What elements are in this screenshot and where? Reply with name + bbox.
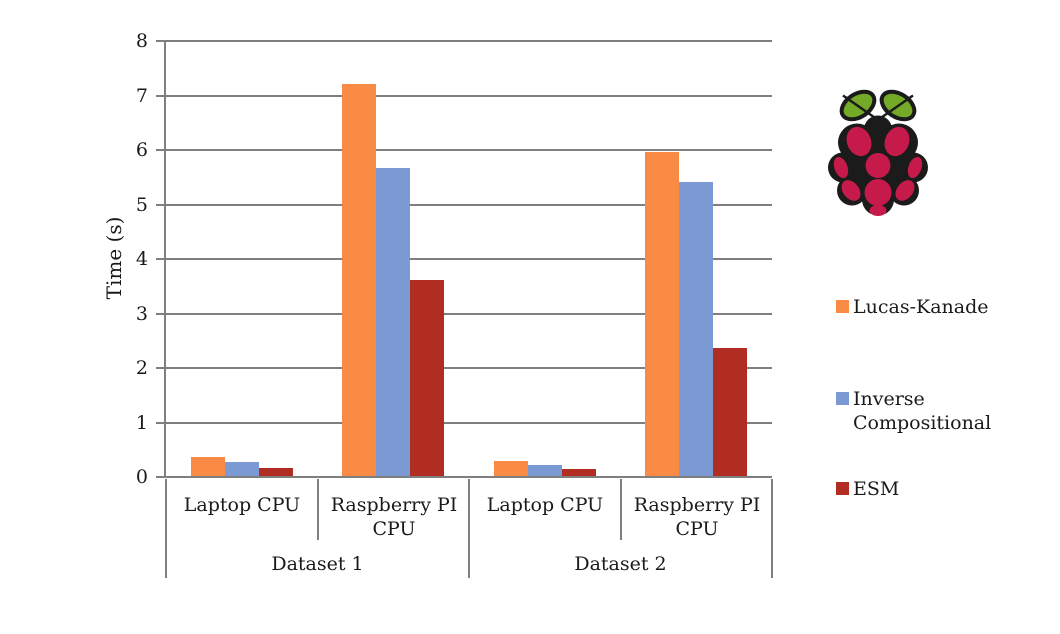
y-tick-label: 2	[135, 357, 148, 379]
legend-swatch-lucas-kanade-icon	[836, 300, 849, 313]
x-category-label: Laptop CPU	[183, 494, 301, 516]
x-category-label: Raspberry PI CPU	[330, 494, 458, 540]
group-separator	[468, 479, 470, 578]
y-tick-mark	[156, 476, 166, 478]
x-category-label: Laptop CPU	[486, 494, 604, 516]
bar-lucas-kanade-3	[494, 461, 528, 476]
group-separator	[771, 479, 773, 578]
bar-lucas-kanade-2	[342, 84, 376, 476]
y-tick-label: 3	[135, 303, 148, 325]
raspberry-pi-logo	[828, 84, 928, 220]
bar-lucas-kanade-4	[645, 152, 679, 476]
bar-inverse-compositional-1	[225, 462, 259, 476]
bar-esm-4	[713, 348, 747, 476]
raspberry-pi-logo-icon	[828, 89, 928, 216]
gridline-y4	[166, 258, 772, 260]
legend-item-lucas-kanade: Lucas-Kanade	[836, 295, 1008, 319]
logo-berry-lobes	[833, 126, 923, 216]
gridline-y5	[166, 204, 772, 206]
legend-label: Lucas-Kanade	[853, 296, 989, 318]
x-category-label: Raspberry PI CPU	[633, 494, 761, 540]
plot-area	[156, 40, 772, 478]
legend-swatch-inverse-compositional-icon	[836, 392, 849, 405]
category-separator	[620, 479, 622, 540]
gridline-y3	[166, 313, 772, 315]
bar-inverse-compositional-2	[376, 168, 410, 476]
bar-esm-3	[562, 469, 596, 476]
x-group-label: Dataset 1	[271, 553, 364, 575]
legend-item-inverse-compositional: Inverse Compositional	[836, 387, 1008, 435]
y-tick-mark	[156, 40, 166, 42]
y-tick-label: 5	[135, 194, 148, 216]
legend-swatch-esm-icon	[836, 482, 849, 495]
y-tick-label: 8	[135, 30, 148, 52]
y-tick-mark	[156, 204, 166, 206]
gridline-y0	[166, 476, 772, 478]
y-tick-mark	[156, 258, 166, 260]
gridline-y1	[166, 422, 772, 424]
y-tick-mark	[156, 149, 166, 151]
y-tick-label: 7	[135, 85, 148, 107]
y-tick-mark	[156, 367, 166, 369]
bar-esm-1	[259, 468, 293, 476]
legend-label: ESM	[853, 478, 900, 500]
y-tick-label: 4	[135, 248, 148, 270]
y-tick-mark	[156, 313, 166, 315]
y-tick-mark	[156, 422, 166, 424]
gridline-y2	[166, 367, 772, 369]
y-tick-label: 1	[135, 412, 148, 434]
x-group-label: Dataset 2	[574, 553, 667, 575]
bar-lucas-kanade-1	[191, 457, 225, 476]
y-tick-label: 0	[135, 466, 148, 488]
gridline-y6	[166, 149, 772, 151]
gridline-y7	[166, 95, 772, 97]
group-separator	[165, 479, 167, 578]
legend-label: Inverse Compositional	[853, 388, 992, 434]
gridline-y8	[166, 40, 772, 42]
category-separator	[317, 479, 319, 540]
bar-inverse-compositional-3	[528, 465, 562, 476]
bar-inverse-compositional-4	[679, 182, 713, 476]
logo-leaf-veins	[842, 94, 914, 120]
y-tick-label: 6	[135, 139, 148, 161]
bar-esm-2	[410, 280, 444, 476]
y-tick-mark	[156, 95, 166, 97]
legend-item-esm: ESM	[836, 477, 1008, 501]
